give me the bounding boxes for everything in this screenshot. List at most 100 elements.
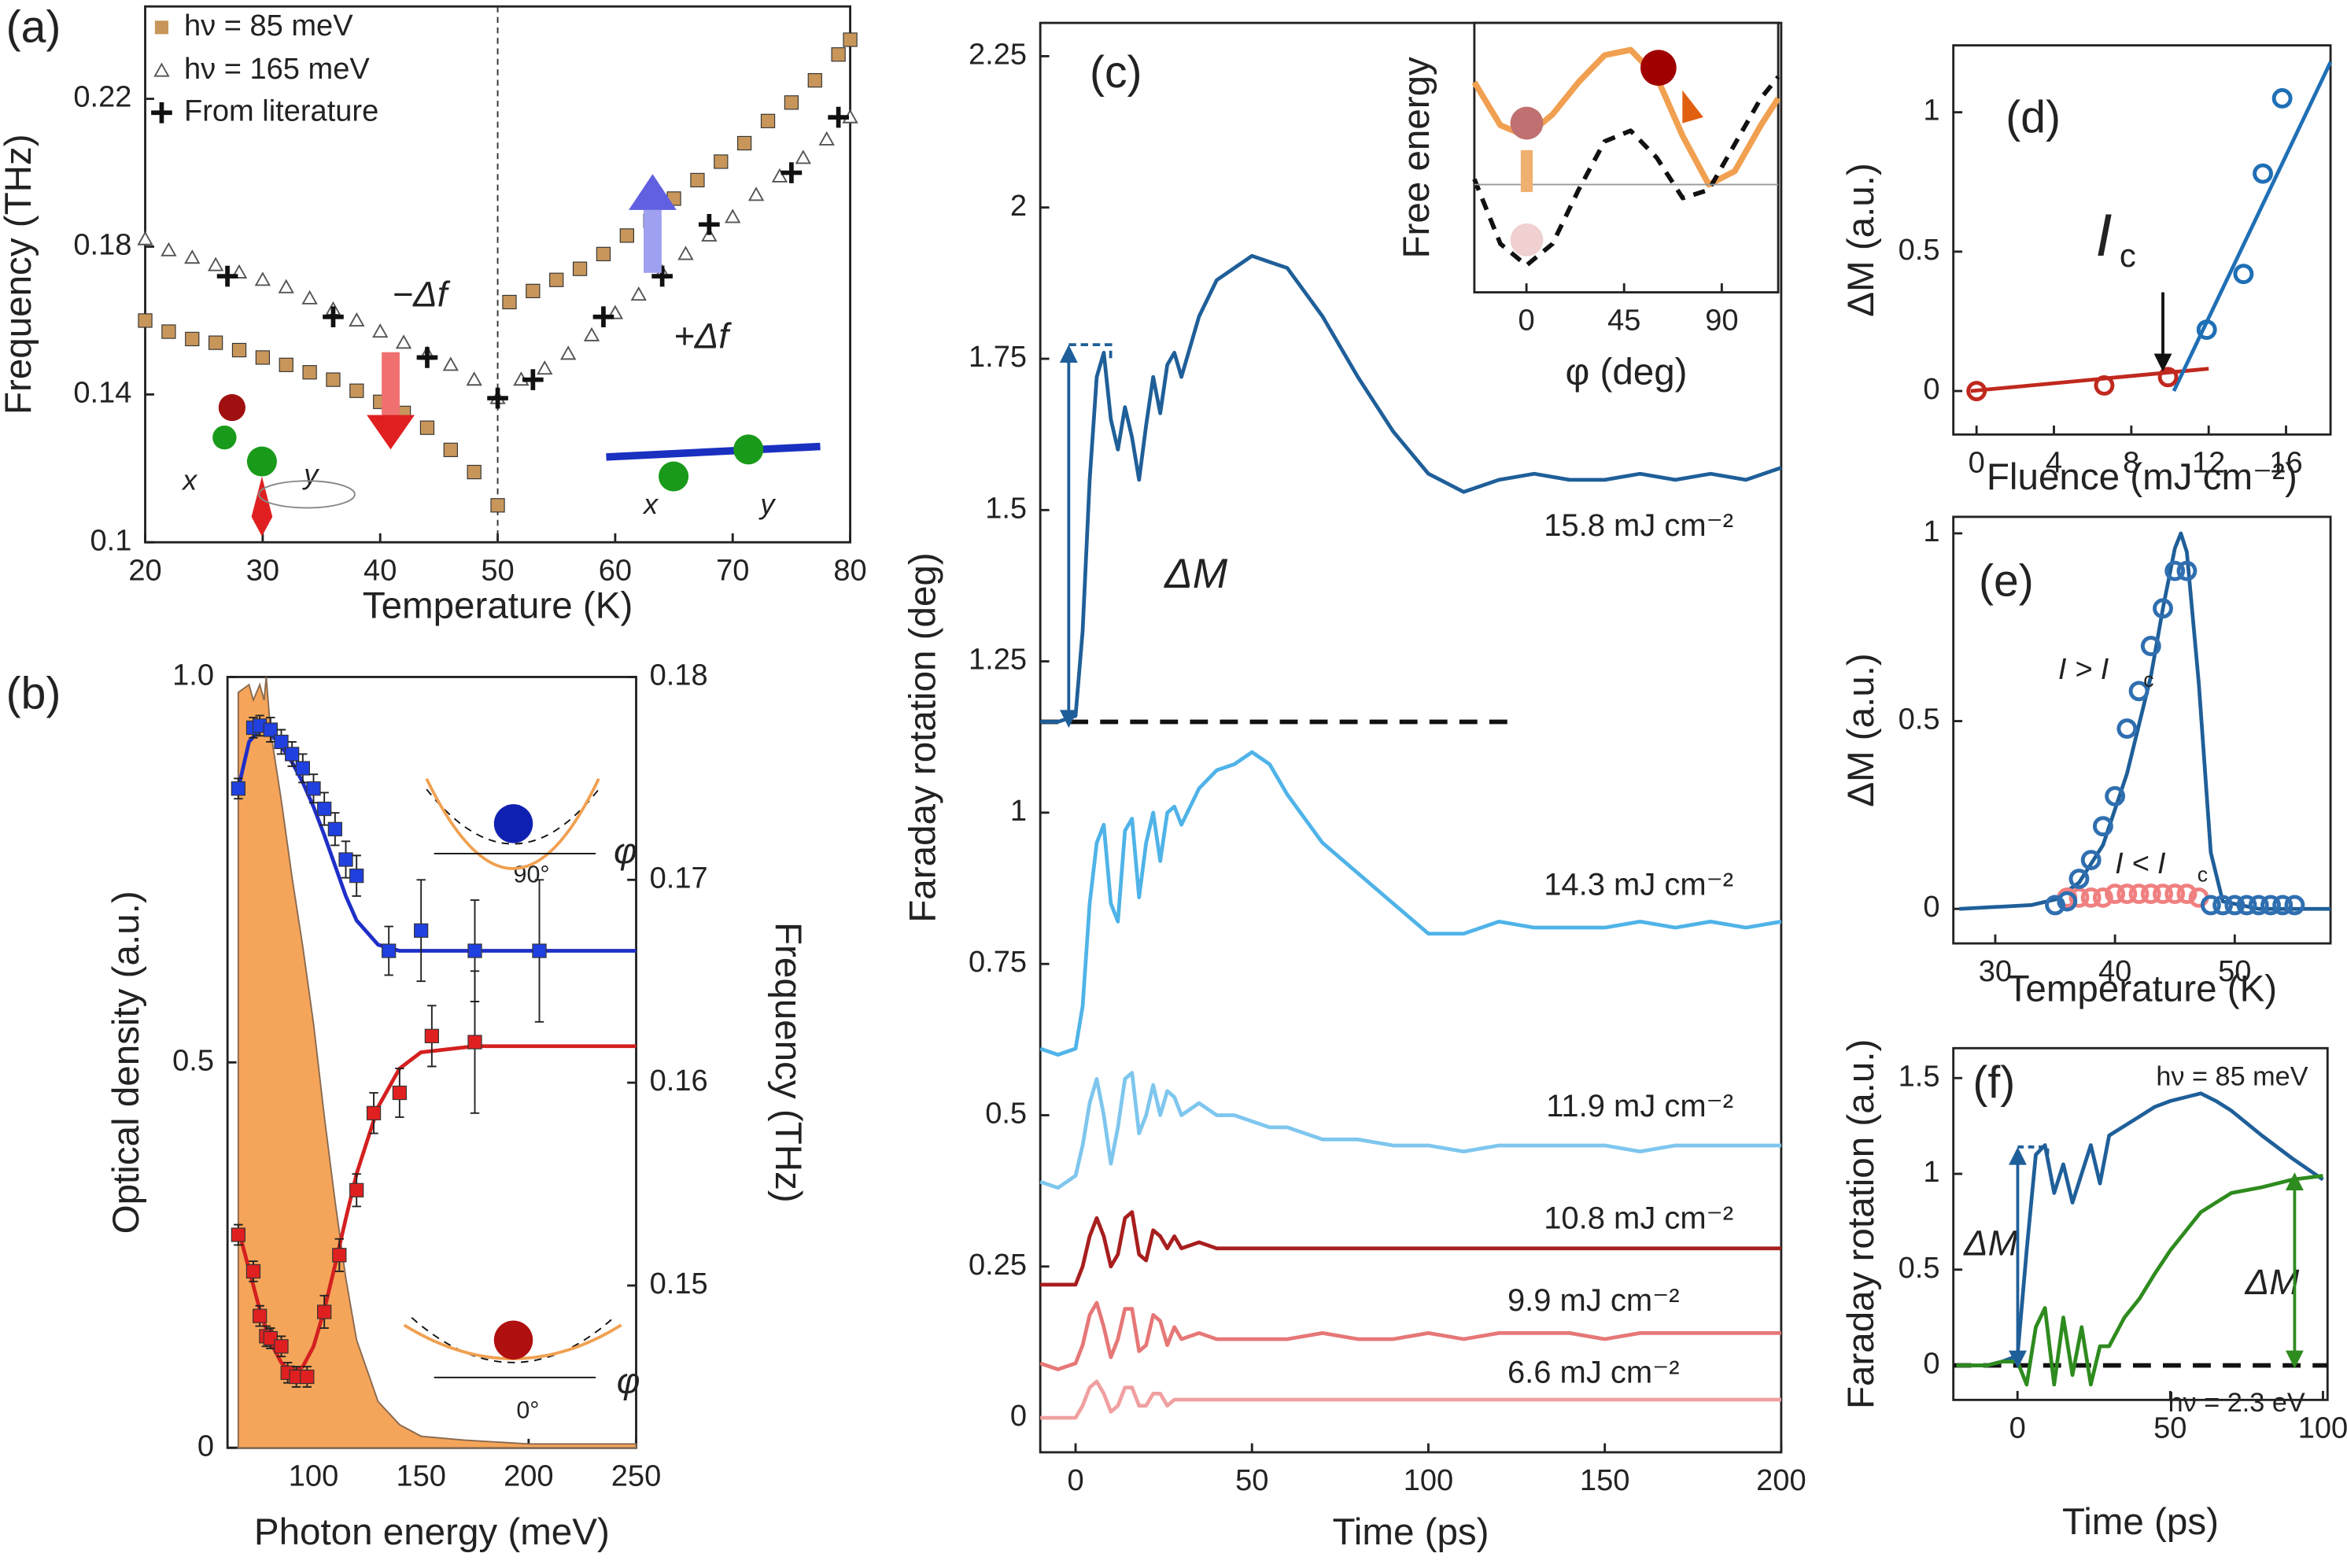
y-tick-label: 0.18 bbox=[73, 229, 131, 262]
marker bbox=[349, 383, 364, 398]
line bbox=[1472, 75, 1781, 268]
series-label: 15.8 mJ cm⁻² bbox=[1544, 508, 1733, 543]
y-tick-label: 0.5 bbox=[172, 1044, 214, 1077]
marker bbox=[559, 345, 577, 360]
x-axis-label: Time (ps) bbox=[1333, 1511, 1489, 1553]
y-axis-label: Faraday rotation (deg) bbox=[902, 552, 943, 922]
spin-sphere bbox=[246, 446, 277, 477]
panel-label: (a) bbox=[6, 2, 61, 53]
annotation: y bbox=[758, 488, 776, 520]
marker bbox=[784, 95, 799, 110]
marker bbox=[2284, 895, 2305, 916]
delta-m-marker bbox=[1068, 343, 1113, 360]
y-tick-label: 2 bbox=[1010, 190, 1027, 223]
marker bbox=[317, 1304, 332, 1319]
x-tick-label: 0 bbox=[1969, 446, 1985, 479]
marker bbox=[161, 242, 177, 256]
marker bbox=[619, 228, 634, 243]
y-tick-label: 0.1 bbox=[90, 524, 132, 557]
annotation: ΔM bbox=[1163, 551, 1228, 597]
marker bbox=[714, 154, 729, 169]
marker bbox=[2196, 319, 2217, 340]
potential-curve bbox=[411, 1317, 614, 1363]
marker bbox=[2157, 367, 2179, 388]
x-tick-label: 0 bbox=[2009, 1411, 2026, 1444]
marker bbox=[2164, 560, 2186, 581]
panel-label: (e) bbox=[1979, 556, 2034, 607]
x-tick-label: 0 bbox=[1519, 304, 1535, 338]
marker bbox=[596, 246, 611, 262]
marker bbox=[807, 72, 822, 88]
series-label: 11.9 mJ cm⁻² bbox=[1546, 1089, 1733, 1123]
marker bbox=[2057, 891, 2078, 912]
annotation: 0° bbox=[516, 1397, 539, 1424]
y-tick-label: 1.75 bbox=[969, 341, 1027, 374]
marker bbox=[285, 747, 300, 762]
marker bbox=[2116, 884, 2138, 905]
marker bbox=[795, 149, 812, 164]
marker bbox=[301, 290, 318, 304]
line bbox=[1039, 1071, 1781, 1190]
marker bbox=[467, 1035, 482, 1050]
spin-arrow bbox=[251, 476, 273, 537]
y-tick-label: 0 bbox=[1923, 1348, 1939, 1381]
energy-arrow bbox=[1682, 90, 1703, 124]
y2-tick-label: 0.18 bbox=[650, 659, 708, 692]
marker bbox=[2236, 895, 2257, 916]
plot-frame bbox=[1473, 21, 1780, 293]
marker bbox=[278, 279, 294, 293]
marker bbox=[651, 265, 673, 287]
marker bbox=[537, 360, 553, 375]
line bbox=[2172, 61, 2333, 393]
decorations bbox=[212, 50, 2304, 1378]
marker bbox=[2128, 681, 2150, 702]
x-tick-label: 8 bbox=[2123, 446, 2139, 479]
marker bbox=[760, 113, 776, 128]
x-tick-label: 16 bbox=[2269, 446, 2302, 479]
x-tick-label: 45 bbox=[1607, 304, 1640, 338]
marker bbox=[487, 387, 508, 409]
precession-orbit bbox=[258, 480, 356, 509]
y-axis-label: Optical density (a.u.) bbox=[105, 891, 147, 1234]
series-label: 9.9 mJ cm⁻² bbox=[1507, 1283, 1680, 1318]
y2-axis-label: Frequency (THz) bbox=[767, 922, 809, 1203]
energy-ball bbox=[1510, 106, 1544, 140]
marker bbox=[382, 943, 397, 958]
x-tick-label: 50 bbox=[1235, 1464, 1268, 1497]
plot-frame bbox=[1952, 44, 2332, 436]
x-tick-label: 50 bbox=[2153, 1411, 2186, 1444]
marker bbox=[2233, 264, 2254, 285]
y-axis-label: Faraday rotation (a.u.) bbox=[1840, 1039, 1882, 1409]
marker bbox=[2080, 887, 2102, 908]
marker bbox=[137, 231, 153, 245]
x-tick-label: 40 bbox=[2098, 955, 2131, 988]
annotation: y bbox=[301, 458, 319, 490]
energy-ball bbox=[1640, 50, 1677, 87]
marker bbox=[274, 1339, 289, 1354]
x-tick-label: 50 bbox=[481, 554, 514, 587]
marker bbox=[263, 1330, 278, 1346]
marker bbox=[216, 265, 238, 287]
marker bbox=[526, 283, 541, 298]
y-tick-label: 2.25 bbox=[969, 38, 1027, 71]
energy-ball bbox=[1510, 223, 1544, 256]
annotation: c bbox=[2120, 237, 2136, 274]
x-axis-label: Fluence (mJ cm⁻²) bbox=[1987, 456, 2297, 498]
line bbox=[1970, 367, 2209, 393]
marker bbox=[253, 1308, 268, 1323]
annotation: φ bbox=[614, 831, 637, 871]
marker bbox=[327, 821, 342, 836]
marker bbox=[677, 245, 694, 260]
x-axis-label: Temperature (K) bbox=[363, 585, 633, 627]
annotation: x bbox=[642, 488, 659, 520]
y-tick-label: 0.22 bbox=[73, 81, 131, 114]
marker bbox=[138, 313, 153, 328]
marker bbox=[2045, 895, 2065, 916]
x-tick-label: 80 bbox=[833, 554, 866, 587]
series-label: 14.3 mJ cm⁻² bbox=[1544, 867, 1733, 902]
y-axis-label: ΔM (a.u.) bbox=[1840, 653, 1882, 807]
marker bbox=[2260, 895, 2281, 916]
y-tick-label: 0 bbox=[1923, 891, 1939, 924]
